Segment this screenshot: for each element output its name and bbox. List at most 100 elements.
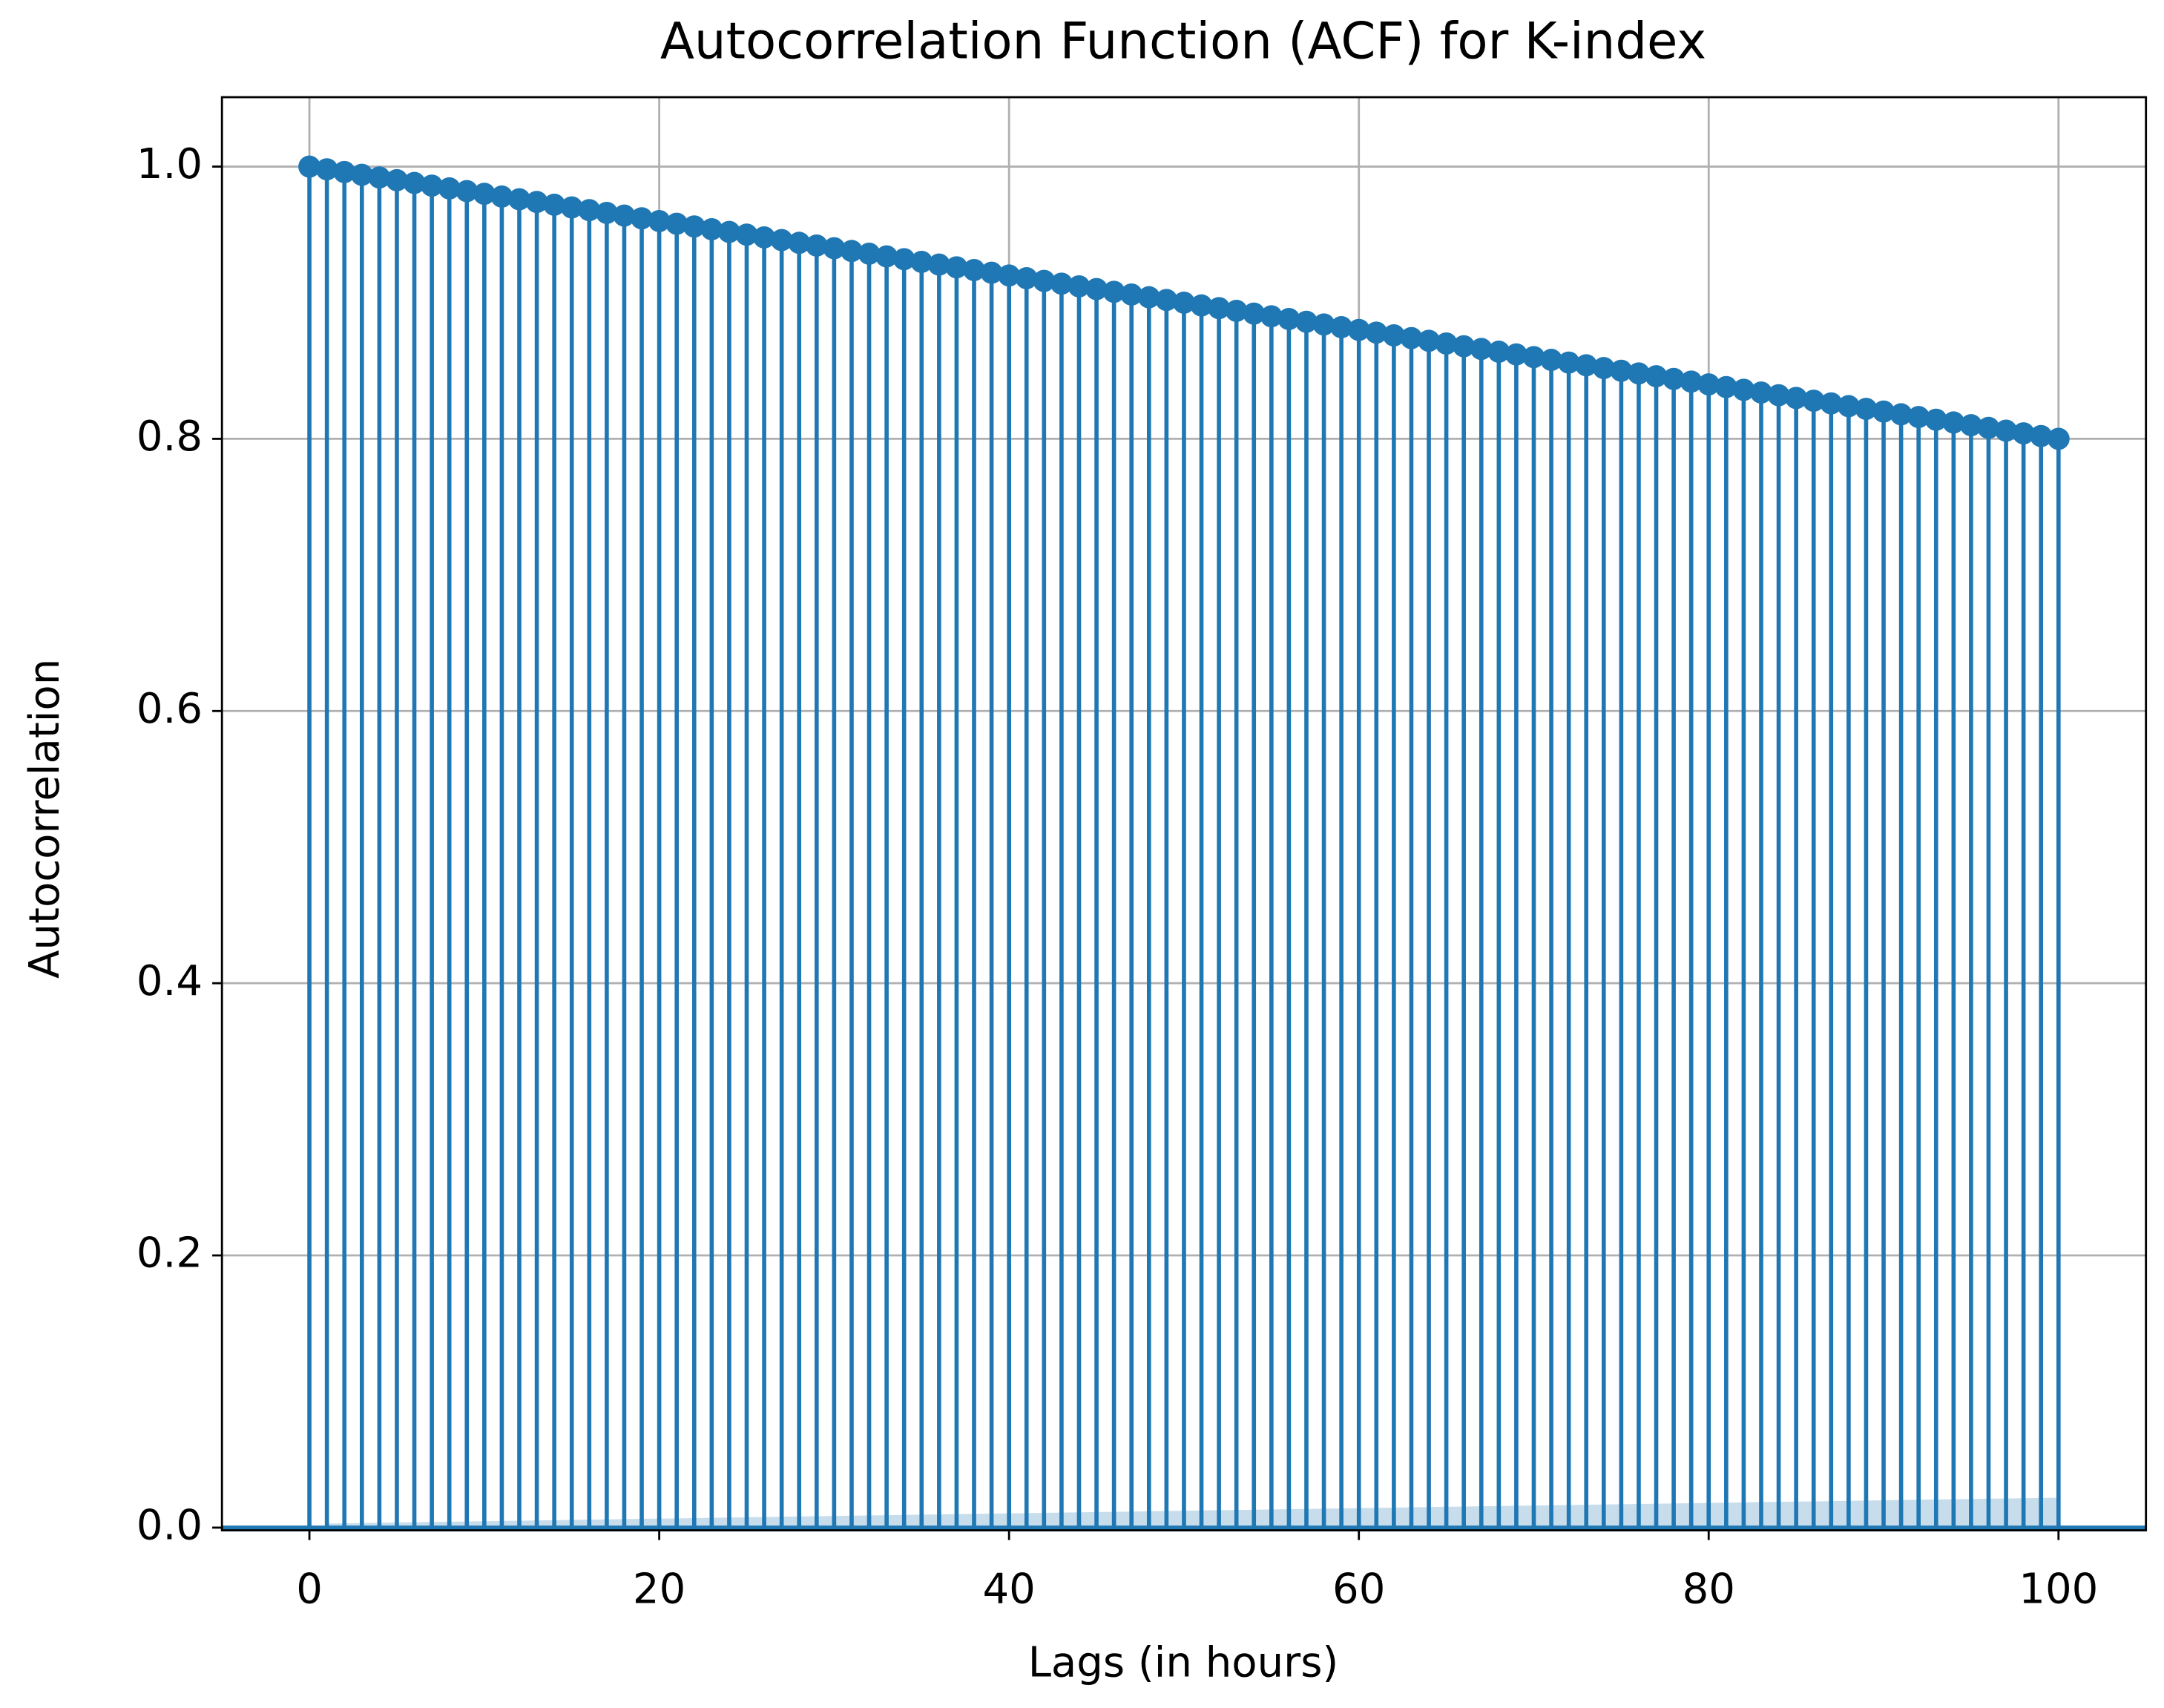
y-tick-label: 0.4 [137,957,203,1005]
stem-marker [543,193,566,216]
stem-marker [805,234,828,257]
stem-marker [910,250,933,273]
stem-marker [683,215,706,238]
stem-marker [1120,283,1143,306]
stem-marker [858,242,881,265]
stem-marker [1522,346,1545,369]
stem-marker [1102,280,1125,303]
stem-marker [438,177,461,200]
stem-marker [1365,321,1388,344]
stem-marker [631,207,653,230]
stem-marker [1995,419,2018,442]
x-tick-label: 100 [2019,1565,2098,1613]
stem-marker [998,264,1021,287]
stem-marker [2030,424,2053,447]
stem-marker [1820,392,1843,415]
stem-marker [1540,349,1563,371]
stem-marker [1312,313,1335,336]
stem-marker [927,253,950,276]
stem-marker [788,231,811,254]
stem-marker [1592,357,1615,379]
stem-marker [1959,414,1982,437]
stem-marker [2047,427,2070,450]
stem-marker [1470,338,1493,361]
stem-marker [717,220,740,243]
x-tick-label: 0 [296,1565,323,1613]
stem-marker [1208,297,1231,320]
stem-marker [700,217,723,240]
stem-marker [613,204,636,227]
x-tick-label: 20 [633,1565,685,1613]
stem-marker [1610,359,1633,382]
stem-marker [1575,354,1598,377]
x-tick-label: 80 [1683,1565,1735,1613]
stem-marker [1330,316,1353,338]
stem-marker [1400,326,1423,349]
stem-marker [560,196,583,219]
stem-marker [770,229,793,252]
stem-marker [350,163,373,186]
x-tick-label: 40 [982,1565,1035,1613]
x-axis-label: Lags (in hours) [1028,1639,1339,1687]
stem-marker [1924,408,1947,431]
stem-marker [1714,375,1737,398]
stem-marker [648,209,671,232]
stem-marker [945,256,968,279]
y-axis-label: Autocorrelation [21,659,69,979]
stem-marker [1137,286,1160,309]
stem-marker [875,245,898,268]
y-tick-label: 1.0 [137,140,203,188]
stem-marker [1260,305,1283,328]
stem-marker [403,171,426,194]
stem-marker [823,237,846,260]
axes: 0.0 0.2 0.4 0.6 0.8 1.0 0 20 40 60 80 100 [137,96,2148,1613]
confidence-band [326,1497,2059,1531]
stem-marker [1837,395,1860,418]
stem-marker [421,174,444,197]
stem-marker [1855,398,1878,421]
chart-title: Autocorrelation Function (ACF) for K-ind… [660,12,1706,70]
stem-marker [578,199,601,222]
stem-marker [1068,275,1091,298]
stem-marker [1663,367,1686,390]
stem-marker [525,191,548,214]
stem-marker [1155,289,1178,312]
stem-marker [753,226,776,249]
stem-marker [333,160,356,183]
stem-marker [1785,387,1808,410]
stem-marker [1418,329,1440,352]
stem-marker [368,166,391,189]
stem-marker [1627,362,1650,385]
stem-marker [473,183,496,206]
stem-marker [892,248,915,271]
stem-marker [385,168,408,191]
y-tick-label: 0.6 [137,685,203,733]
stem-marker [1487,341,1510,363]
plot-area [222,155,2146,1531]
stem-marker [1977,416,2000,439]
stem-marker [841,240,863,263]
stem-marker [1347,318,1370,341]
stem-marker [1907,406,1930,429]
stem-marker [1033,269,1056,292]
stem-marker [1435,332,1458,355]
stem-marker [1295,310,1318,333]
stem-marker [456,180,478,203]
plot-frame [220,96,2148,1531]
stem-marker [1732,378,1755,401]
y-tick-label: 0.8 [137,413,203,461]
stem-marker [735,223,758,246]
stem-marker [1085,277,1108,300]
y-tick-label: 0.2 [137,1229,203,1278]
stem-marker [1190,294,1213,317]
stem-marker [665,212,688,235]
stem-marker [1277,308,1300,330]
y-tick-label: 0.0 [137,1502,203,1550]
stem-marker [1767,384,1790,407]
stem-marker [1557,351,1580,374]
stem-marker [298,155,321,178]
stem-marker [315,158,338,181]
